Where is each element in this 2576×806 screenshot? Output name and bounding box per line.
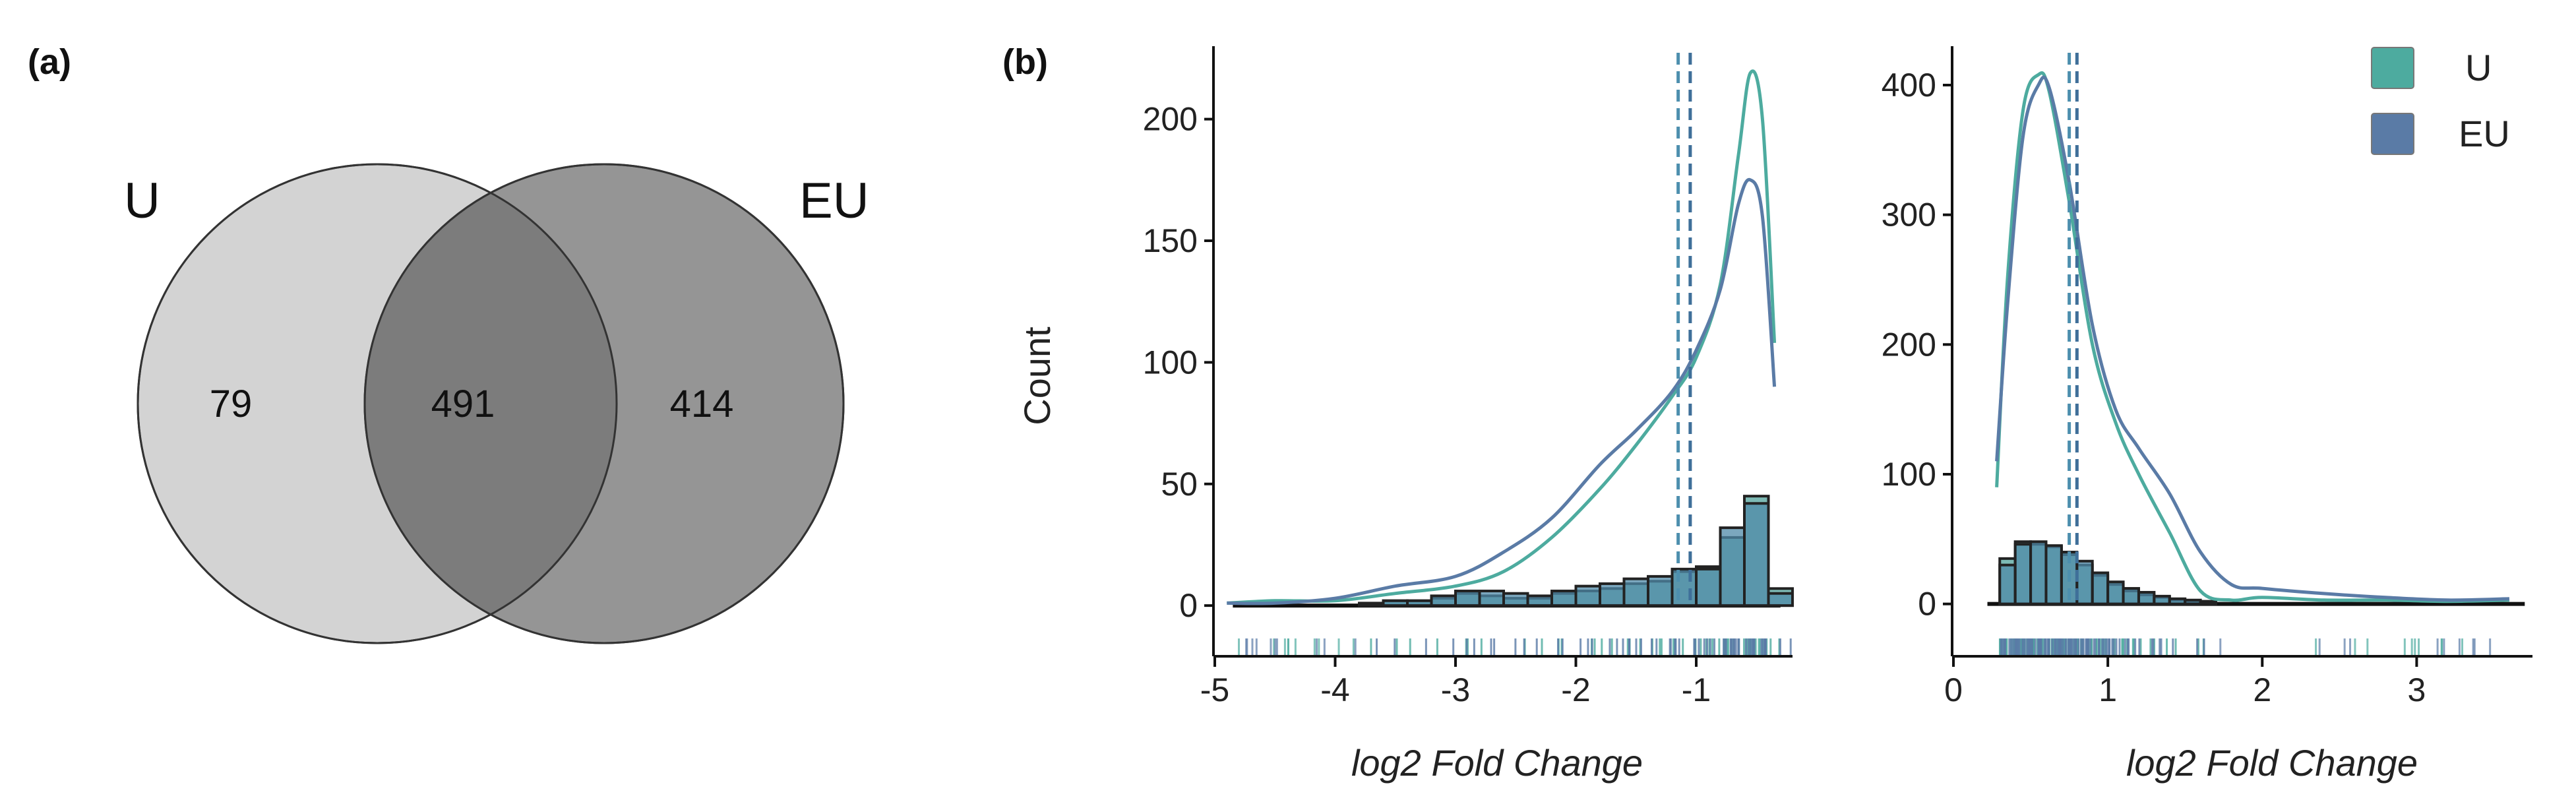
venn-diagram: U EU 79 491 414 [124,163,869,644]
y-tick-label: 150 [1143,222,1198,259]
density-curve-eu-right [1995,75,2509,602]
legend-key-u [2371,47,2414,89]
y-tick-label: 50 [1161,466,1198,503]
panel-a-label: (a) [28,42,71,82]
hist-bar-eu-left [1743,502,1770,607]
mean-lines-left [1676,53,1692,606]
venn-right-label: EU [799,173,869,229]
hist-bar-eu-right [2199,600,2218,605]
hist-bar-eu-left [1574,584,1601,607]
density-curve-eu-left [1227,177,1777,605]
hist-bar-eu-left [1671,567,1698,607]
legend-key-eu [2371,113,2414,155]
hist-bar-eu-right [2075,559,2094,605]
y-tick-label: 200 [1143,101,1198,138]
y-tick-label: 100 [1882,456,1936,493]
hist-bar-eu-left [1767,592,1794,607]
venn-left-label: U [124,173,160,229]
venn-overlap [365,164,617,643]
panel-b-label: (b) [1002,42,1048,82]
hist-bar-eu-right [2029,540,2048,605]
x-tick-label: -4 [1320,671,1349,708]
hist-bar-eu-left [1478,590,1505,607]
hist-bar-eu-left [1647,574,1674,607]
legend: U EU [2371,47,2510,155]
hist-bar-eu-right [2153,594,2171,605]
hist-bar-eu-left [1550,590,1578,607]
x-tick-label: 1 [2099,671,2117,708]
x-tick-label: -3 [1441,671,1470,708]
y-tick-label: 300 [1882,197,1936,233]
hist-bar-eu-right [2013,543,2033,605]
venn-right-outline [363,163,845,644]
hist-bar-eu-left [1454,590,1481,607]
hist-bar-eu-left [1526,594,1553,607]
y-axis-title: Count [1016,326,1058,425]
histogram-bars-right [1987,540,2525,606]
hist-bar-eu-right [2122,587,2140,605]
density-curve-u-left [1227,69,1777,605]
axes-left: 0 50 100 150 200 -5 -4 -3 -2 -1 [1143,46,1793,708]
hist-bar-eu-left [1406,599,1433,607]
hist-bar-eu-right [2184,598,2202,605]
x-tick-label: -2 [1561,671,1590,708]
y-tick-label: 400 [1882,67,1936,104]
hist-bar-eu-left [1430,594,1457,607]
x-tick-label: 2 [2253,671,2271,708]
plot-right: 0 100 200 300 400 0 1 2 3 log2 Fold Change [1882,46,2532,784]
hist-bar-eu-left [1622,577,1649,607]
y-tick-label: 100 [1143,344,1198,381]
hist-bar-eu-right [2091,571,2110,605]
y-tick-label: 200 [1882,326,1936,363]
hist-bar-eu-right [2168,597,2187,605]
hist-bar-eu-right [2044,544,2063,605]
legend-label-u: U [2465,47,2492,88]
hist-bar-eu-left [1382,599,1409,607]
hist-bar-eu-right [1998,563,2017,605]
venn-left-outline [137,163,618,644]
histogram-bars-left [1233,495,1794,608]
density-curves-left [1227,69,1777,605]
hist-bar-eu-left [1719,526,1746,607]
hist-bar-eu-right [2106,580,2125,605]
hist-bar-eu-left [1599,582,1626,607]
mean-lines-right [2068,53,2079,604]
y-tick-label: 0 [1179,587,1198,624]
axes-right: 0 100 200 300 400 0 1 2 3 [1882,46,2532,708]
venn-left-count: 79 [210,383,253,425]
legend-label-eu: EU [2459,113,2510,154]
hist-bar-eu-left [1695,567,1722,607]
hist-bar-eu-left [1358,602,1385,607]
x-tick-label: 0 [1944,671,1963,708]
density-curves-right [1995,71,2509,604]
x-tick-label: -1 [1682,671,1711,708]
y-tick-label: 0 [1918,586,1936,623]
venn-right-count: 414 [670,383,734,425]
hist-bar-eu-right [2137,590,2156,605]
x-axis-title-right: log2 Fold Change [2126,742,2418,784]
hist-bar-eu-left [1502,592,1529,607]
rug-left [1238,638,1792,656]
venn-intersection-count: 491 [431,383,495,425]
x-axis-title-left: log2 Fold Change [1351,742,1643,784]
x-tick-label: 3 [2407,671,2426,708]
rug-right [1998,638,2492,656]
x-tick-label: -5 [1200,671,1229,708]
density-curve-u-right [1995,71,2509,604]
